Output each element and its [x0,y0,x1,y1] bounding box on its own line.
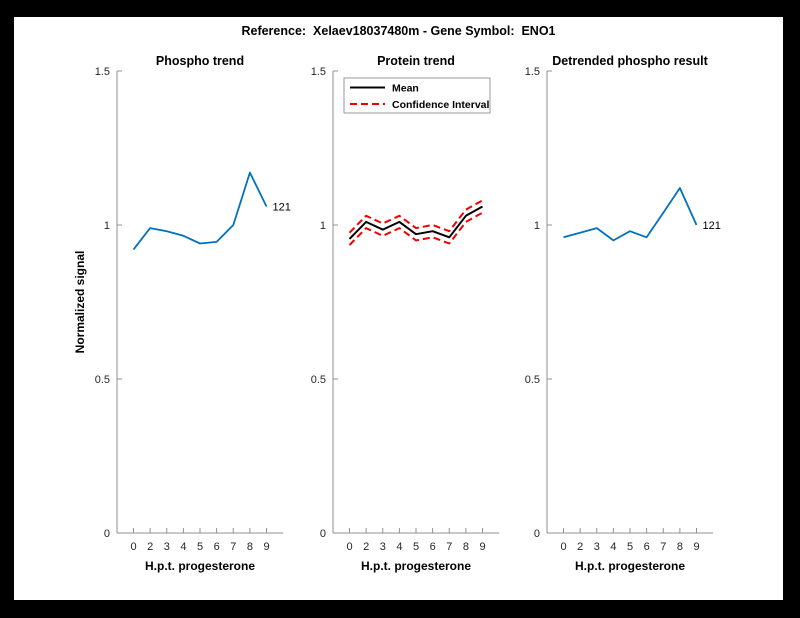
x-tick-label: 0 [560,541,566,553]
y-tick-label: 0.5 [95,374,110,386]
confidence-lower-line [348,211,483,246]
x-tick-label: 9 [693,541,699,553]
y-tick-label: 1 [534,220,540,232]
subplot-title: Protein trend [377,54,455,68]
x-tick-label: 8 [247,541,253,553]
x-tick-label: 5 [413,541,419,553]
x-axis [117,528,283,534]
x-tick-label: 9 [263,541,269,553]
legend-box [343,77,491,114]
x-tick-label: 0 [130,541,136,553]
x-tick-label: 6 [214,541,220,553]
figure-canvas: Reference: Xelaev18037480m - Gene Symbol… [14,17,783,600]
protein-mean-line [348,205,483,240]
y-tick-label: 0 [534,528,540,540]
x-axis [333,528,499,534]
x-axis [547,528,713,534]
x-tick-label: 9 [479,541,485,553]
x-tick-label: 7 [446,541,452,553]
x-tick-label: 3 [594,541,600,553]
x-tick-label: 4 [396,541,402,553]
y-tick-label: 0 [320,528,326,540]
subplot-title: Detrended phospho result [552,54,708,68]
subplot-title: Phospho trend [156,54,244,68]
x-tick-label: 8 [463,541,469,553]
x-tick-label: 3 [164,541,170,553]
y-tick-label: 0 [104,528,110,540]
y-axis [546,70,552,534]
figure-title: Reference: Xelaev18037480m - Gene Symbol… [241,24,556,38]
x-tick-label: 5 [627,541,633,553]
x-axis-label: H.p.t. progesterone [575,559,685,573]
x-tick-label: 4 [610,541,616,553]
phospho-signal-line [132,171,268,251]
endpoint-annotation: 121 [703,220,721,232]
y-tick-label: 1 [104,220,110,232]
y-tick-label: 1.5 [525,66,540,78]
x-tick-label: 4 [180,541,186,553]
endpoint-annotation: 121 [273,202,291,214]
x-tick-label: 0 [346,541,352,553]
legend: Mean Confidence Interval [343,77,491,114]
y-tick-label: 1 [320,220,326,232]
x-tick-label: 2 [363,541,369,553]
y-tick-label: 0.5 [311,374,326,386]
x-axis-label: H.p.t. progesterone [361,559,471,573]
legend-label: Confidence Interval [392,99,490,111]
detrended-phospho-line [563,187,698,242]
x-tick-label: 7 [660,541,666,553]
y-tick-label: 0.5 [525,374,540,386]
x-tick-label: 2 [577,541,583,553]
y-tick-label: 1.5 [95,66,110,78]
x-tick-label: 2 [147,541,153,553]
x-tick-label: 6 [644,541,650,553]
x-tick-label: 6 [430,541,436,553]
x-tick-label: 8 [677,541,683,553]
x-tick-label: 5 [197,541,203,553]
confidence-upper-line [348,199,483,234]
y-axis [116,70,122,534]
y-tick-label: 1.5 [311,66,326,78]
y-axis [332,70,338,534]
x-axis-label: H.p.t. progesterone [145,559,255,573]
x-tick-label: 7 [230,541,236,553]
legend-label: Mean [392,83,419,95]
y-axis-label: Normalized signal [73,251,87,354]
x-tick-label: 3 [380,541,386,553]
